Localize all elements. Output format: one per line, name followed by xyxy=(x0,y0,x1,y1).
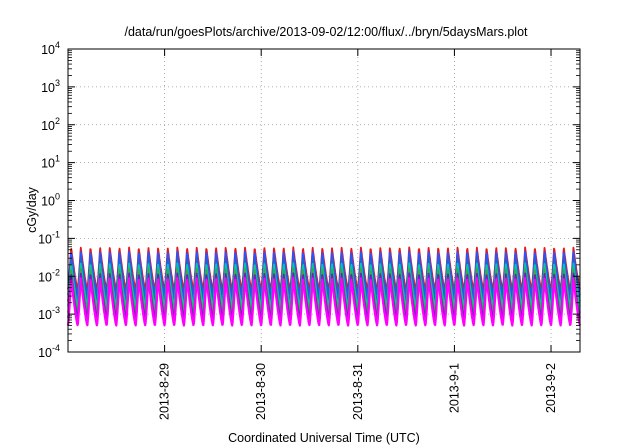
chart-title: /data/run/goesPlots/archive/2013-09-02/1… xyxy=(124,25,528,39)
y-tick-exponent: 2 xyxy=(55,116,60,126)
y-tick-label: 10-2 xyxy=(38,267,60,284)
y-tick-label: 103 xyxy=(41,78,60,95)
y-tick-label: 10-1 xyxy=(38,229,60,246)
y-axis-label: cGy/day xyxy=(25,186,39,233)
y-tick-base: 10 xyxy=(38,270,52,284)
y-tick-base: 10 xyxy=(41,157,55,171)
y-tick-label: 104 xyxy=(41,40,60,57)
axes: 10-410-310-210-11001011021031042013-8-29… xyxy=(38,40,580,420)
x-tick-label: 2013-9-2 xyxy=(544,363,558,413)
y-tick-base: 10 xyxy=(38,346,52,360)
x-tick-label: 2013-8-31 xyxy=(351,363,365,420)
y-tick-label: 102 xyxy=(41,116,60,133)
y-tick-base: 10 xyxy=(41,81,55,95)
y-tick-base: 10 xyxy=(41,43,55,57)
x-tick-label: 2013-8-29 xyxy=(158,363,172,420)
y-tick-label: 101 xyxy=(41,154,60,171)
y-tick-base: 10 xyxy=(41,195,55,209)
x-tick-label: 2013-9-1 xyxy=(447,363,461,413)
y-tick-exponent: 0 xyxy=(55,192,60,202)
y-tick-exponent: -4 xyxy=(52,343,60,353)
series-line-7 xyxy=(66,276,582,327)
x-axis-label: Coordinated Universal Time (UTC) xyxy=(228,431,420,445)
y-tick-base: 10 xyxy=(38,232,52,246)
y-tick-exponent: -1 xyxy=(52,229,60,239)
x-tick-label: 2013-8-30 xyxy=(254,363,268,420)
y-tick-label: 10-4 xyxy=(38,343,60,360)
y-tick-base: 10 xyxy=(41,119,55,133)
y-tick-exponent: 1 xyxy=(55,154,60,164)
y-tick-base: 10 xyxy=(38,308,52,322)
data-series xyxy=(66,246,582,327)
y-tick-exponent: 4 xyxy=(55,40,60,50)
y-tick-exponent: -3 xyxy=(52,305,60,315)
y-tick-exponent: 3 xyxy=(55,78,60,88)
y-tick-label: 100 xyxy=(41,192,60,209)
y-tick-exponent: -2 xyxy=(52,267,60,277)
y-tick-label: 10-3 xyxy=(38,305,60,322)
